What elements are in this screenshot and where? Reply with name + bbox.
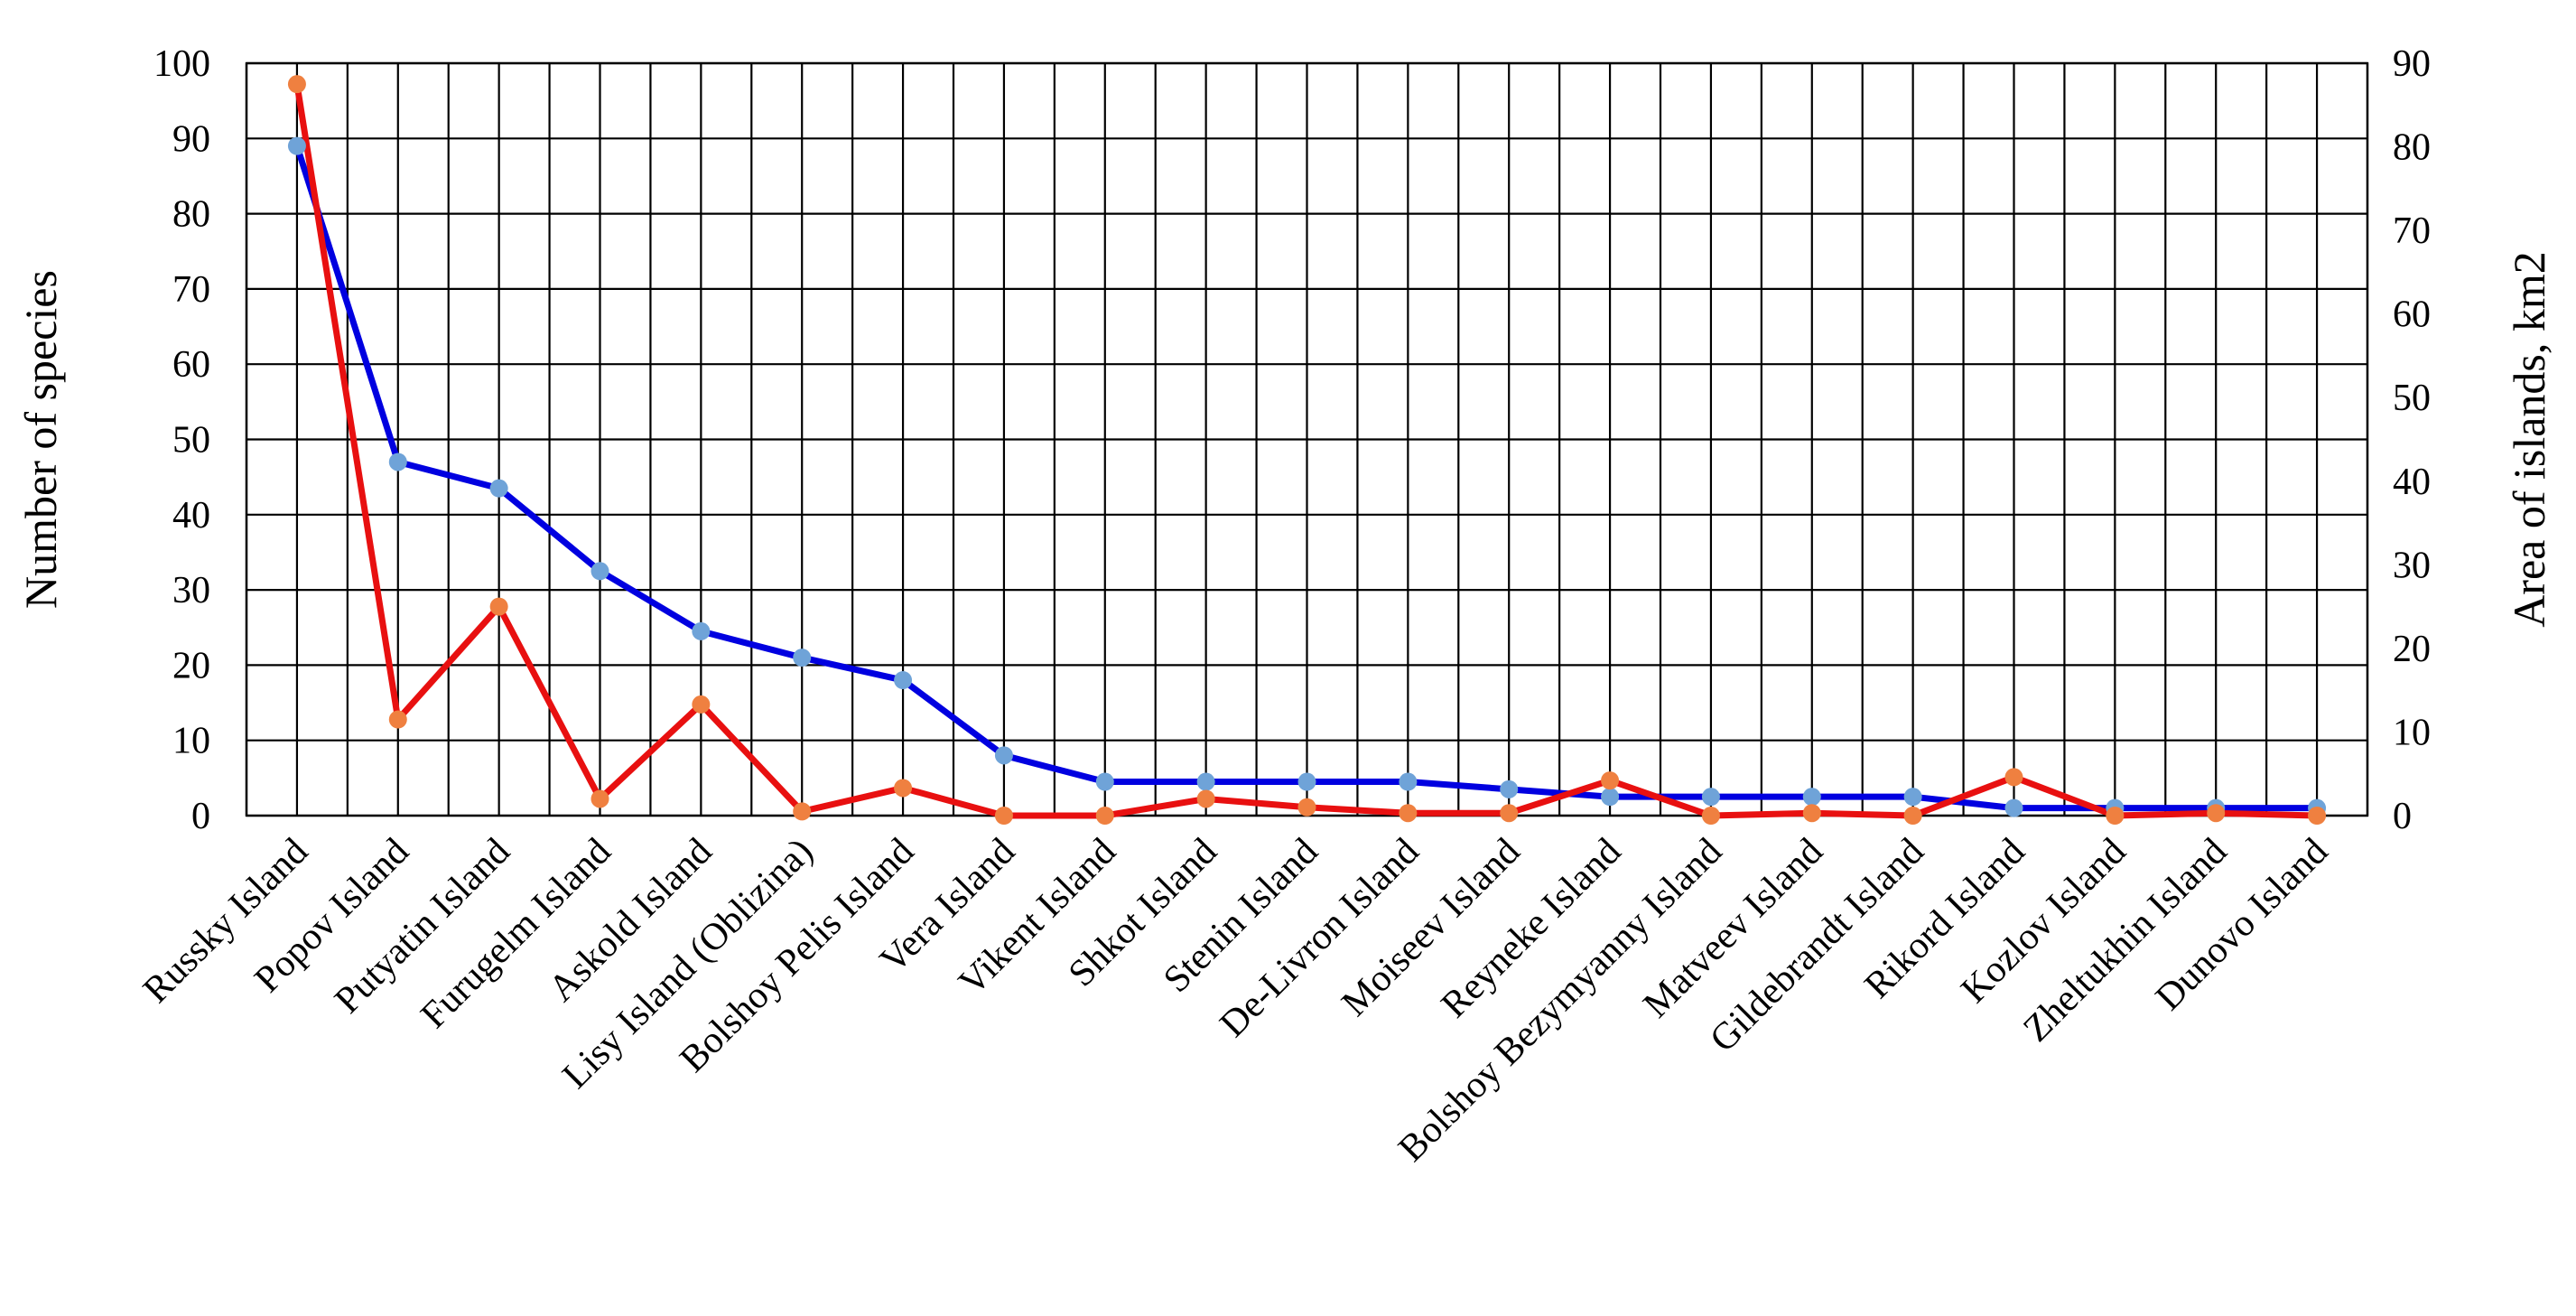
- series-1-point: [2004, 798, 2023, 817]
- series-2-point: [489, 597, 508, 616]
- right-tick-label: 70: [2393, 210, 2431, 252]
- left-tick-label: 50: [172, 420, 210, 462]
- category-label: Moiseev Island: [1334, 831, 1528, 1025]
- series-1-point: [1297, 772, 1316, 791]
- series-1-point: [1903, 788, 1922, 807]
- left-tick-label: 40: [172, 495, 210, 537]
- right-tick-label: 80: [2393, 127, 2431, 169]
- series-2-point: [1196, 789, 1215, 808]
- series-2-point: [2106, 807, 2125, 825]
- left-tick-label: 20: [172, 645, 210, 686]
- series-1-point: [388, 453, 407, 471]
- series-2-point: [894, 779, 913, 798]
- left-tick-label: 100: [153, 43, 210, 85]
- series-markers: [287, 75, 2327, 825]
- y-axis-left-title: Number of species: [15, 270, 66, 609]
- right-axis-ticks: 0 10 20 30 40 50 60 70 80 90: [2393, 43, 2431, 837]
- right-tick-label: 50: [2393, 378, 2431, 419]
- right-tick-label: 10: [2393, 712, 2431, 753]
- series-2-point: [994, 807, 1013, 825]
- left-tick-label: 30: [172, 570, 210, 611]
- series-1-point: [1601, 788, 1620, 807]
- series-1-point: [1802, 788, 1821, 807]
- grid: [245, 61, 2369, 817]
- series-2-point: [287, 75, 306, 94]
- category-label: Putyatin Island: [327, 831, 518, 1022]
- series-2-point: [692, 695, 711, 714]
- right-tick-label: 40: [2393, 462, 2431, 503]
- series-1-point: [894, 671, 913, 690]
- series-1-point: [1500, 779, 1519, 798]
- left-tick-label: 90: [172, 118, 210, 160]
- right-tick-label: 0: [2393, 796, 2412, 837]
- series-2-point: [2004, 768, 2023, 787]
- series-2-point: [1903, 807, 1922, 825]
- left-tick-label: 60: [172, 344, 210, 386]
- series-2-point: [388, 710, 407, 729]
- y-axis-right-title: Area of islands, km2: [2504, 251, 2554, 628]
- category-label: Matveev Island: [1635, 831, 1830, 1026]
- right-tick-label: 90: [2393, 43, 2431, 85]
- series-1-point: [287, 136, 306, 155]
- series-2-point: [1399, 804, 1418, 823]
- right-tick-label: 60: [2393, 294, 2431, 336]
- series-2-point: [2207, 804, 2226, 823]
- series-2-point: [1500, 804, 1519, 823]
- right-tick-label: 20: [2393, 629, 2431, 670]
- series-2-point: [2308, 807, 2327, 825]
- series-1-point: [994, 746, 1013, 765]
- category-label: Reyneke Island: [1434, 831, 1629, 1026]
- left-tick-label: 70: [172, 269, 210, 311]
- left-axis-ticks: 0 10 20 30 40 50 60 70 80 90 100: [153, 43, 210, 837]
- series-1-point: [489, 479, 508, 498]
- series-2-point: [1601, 771, 1620, 790]
- series-1-point: [591, 562, 609, 581]
- right-tick-label: 30: [2393, 545, 2431, 586]
- series-2-point: [1701, 807, 1720, 825]
- series-1-point: [1196, 772, 1215, 791]
- series-1-point: [1701, 788, 1720, 807]
- series-2-point: [1095, 807, 1114, 825]
- left-tick-label: 10: [172, 721, 210, 762]
- left-tick-label: 80: [172, 194, 210, 236]
- series-2-point: [591, 789, 609, 808]
- series-2-point: [1297, 798, 1316, 817]
- left-tick-label: 0: [191, 796, 210, 837]
- series-1-point: [692, 621, 711, 640]
- series-1-point: [793, 649, 812, 667]
- series-2-point: [793, 802, 812, 821]
- series-1-point: [1399, 772, 1418, 791]
- series-1-point: [1095, 772, 1114, 791]
- series-2-point: [1802, 804, 1821, 823]
